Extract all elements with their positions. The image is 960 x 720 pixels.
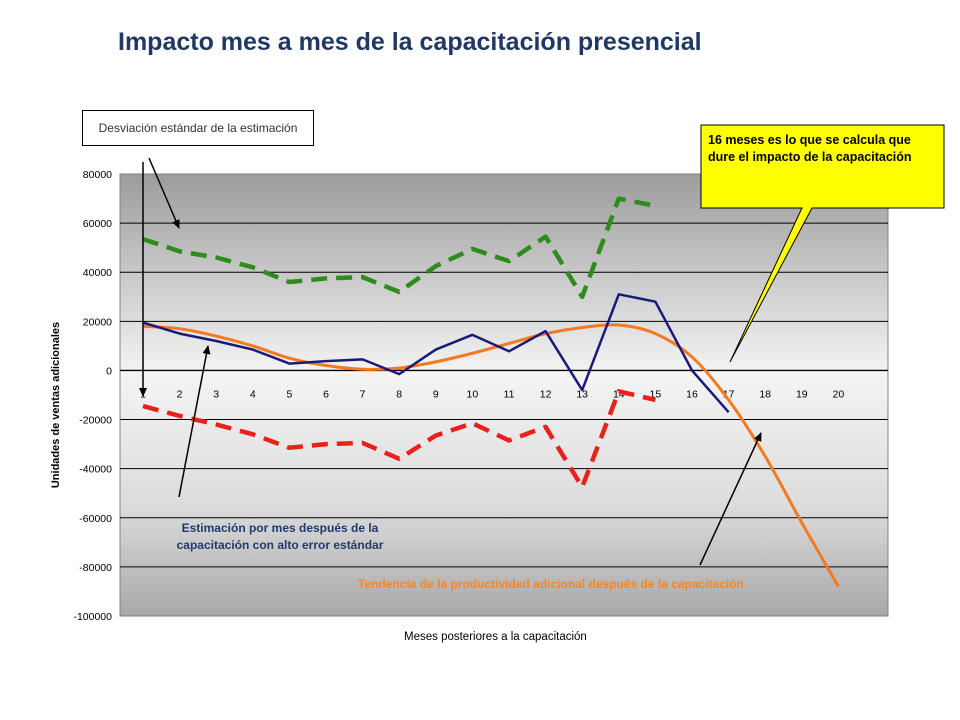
- y-tick-label: 20000: [83, 316, 112, 328]
- callout-text: 16 meses es lo que se calcula que dure e…: [708, 133, 912, 164]
- x-tick-label: 6: [323, 388, 329, 400]
- series-line-lower: [142, 389, 656, 490]
- x-tick-label: 18: [759, 388, 771, 400]
- x-tick-label: 4: [250, 388, 256, 400]
- x-tick-label: 17: [723, 388, 735, 400]
- y-tick-label: -20000: [79, 415, 112, 427]
- x-tick-label: 7: [360, 388, 366, 400]
- x-tick-label: 11: [504, 388, 515, 400]
- series-line-estimate: [142, 293, 730, 414]
- x-tick-label: 13: [576, 388, 588, 400]
- y-axis-title: Unidades de ventas adicionales: [50, 321, 62, 489]
- y-tick-labels: 80000 60000 40000 20000 0 -20000 -40000 -60000 -…: [73, 169, 112, 623]
- x-tick-label: 5: [286, 388, 292, 400]
- series-group: [142, 196, 840, 588]
- std-arrow-to-upper: [148, 157, 180, 229]
- x-tick-label: 2: [177, 388, 183, 400]
- trend-arrow: [699, 432, 762, 566]
- trend-annotation: Tendencia de la productividad adicional …: [358, 577, 744, 591]
- y-tick-label: -40000: [79, 464, 112, 476]
- x-tick-label: 14: [613, 388, 625, 400]
- std-deviation-label: Desviación estándar de la estimación: [82, 110, 314, 146]
- y-tick-label: 40000: [83, 267, 112, 279]
- y-tick-label: -100000: [73, 611, 112, 623]
- plot-area: [119, 173, 889, 617]
- x-tick-label: 10: [467, 388, 479, 400]
- y-tick-label: -60000: [79, 513, 112, 525]
- x-tick-label: 19: [796, 388, 808, 400]
- x-tick-label: 3: [213, 388, 219, 400]
- y-tick-label: 80000: [83, 169, 112, 181]
- x-tick-label: 12: [540, 388, 552, 400]
- chart-title: Impacto mes a mes de la capacitación pre…: [118, 28, 702, 56]
- y-tick-label: 60000: [83, 218, 112, 230]
- estimate-arrow: [178, 345, 211, 498]
- x-tick-label: 8: [396, 388, 402, 400]
- y-tick-label: 0: [106, 365, 112, 377]
- series-line-upper: [142, 196, 656, 300]
- x-tick-label: 20: [833, 388, 845, 400]
- x-tick-label: 9: [433, 388, 439, 400]
- gridlines: [120, 222, 888, 568]
- estimate-annotation: Estimación por mes después de la capacit…: [176, 521, 384, 552]
- x-tick-label: 15: [650, 388, 662, 400]
- y-tick-label: -80000: [79, 562, 112, 574]
- x-tick-label: 16: [686, 388, 698, 400]
- callout-bubble: [700, 124, 945, 363]
- x-axis-title: Meses posteriores a la capacitación: [404, 631, 587, 643]
